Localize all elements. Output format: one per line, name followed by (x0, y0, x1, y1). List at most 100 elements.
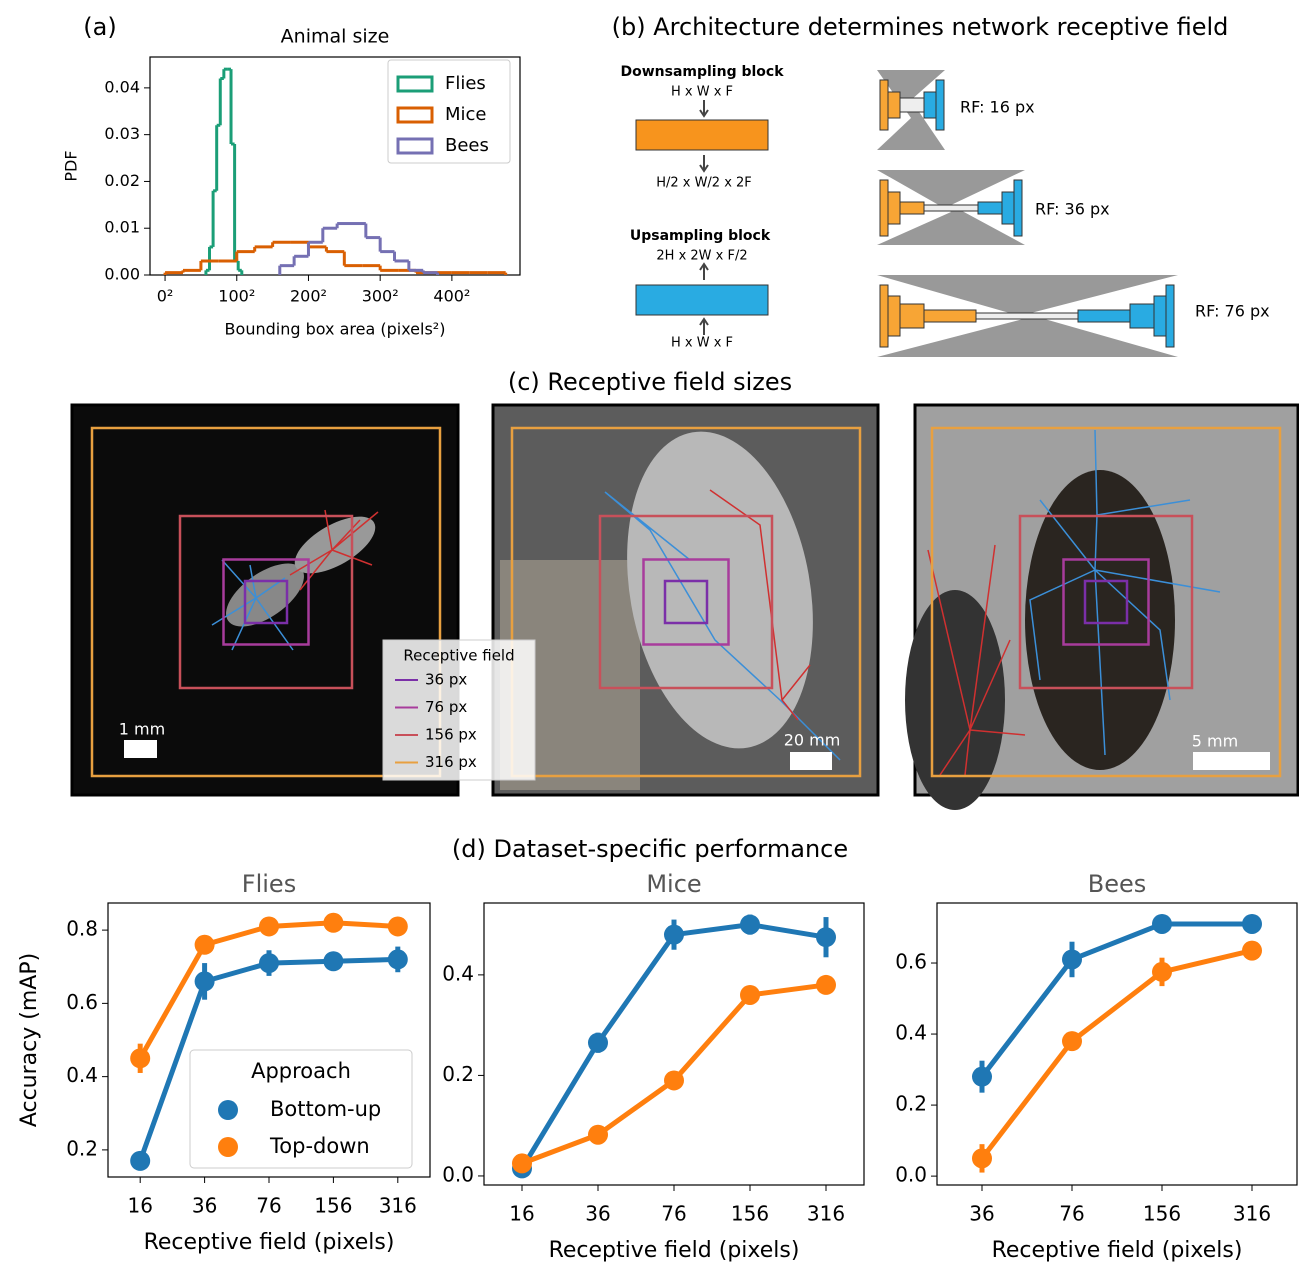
y-tick-label: 0.2 (895, 1092, 927, 1116)
x-axis-label: Receptive field (pixels) (992, 1238, 1243, 1263)
x-tick-label: 76 (661, 1202, 686, 1226)
x-tick-label: 156 (314, 1194, 352, 1218)
y-tick-label: 0.4 (66, 1063, 98, 1087)
point (1062, 949, 1082, 969)
down-block (900, 304, 924, 328)
point (972, 1067, 992, 1087)
x-tick-label: 316 (807, 1202, 845, 1226)
arrow (700, 100, 708, 116)
point (195, 971, 215, 991)
point (1152, 962, 1172, 982)
point (323, 951, 343, 971)
up-block (1078, 310, 1130, 322)
upsampling-block (636, 285, 768, 315)
block-diagram: Downsampling block H x W x F H/2 x W/2 x… (620, 64, 784, 351)
legend-swatch (218, 1100, 238, 1120)
block-title: Downsampling block (620, 64, 784, 80)
legend-label: 156 px (425, 726, 477, 744)
x-tick-label: 156 (1143, 1202, 1181, 1226)
down-block (888, 92, 900, 118)
y-tick-label: 0.04 (104, 77, 140, 96)
x-tick-label: 400² (433, 287, 470, 306)
y-tick-label: 0.6 (895, 950, 927, 974)
x-tick-label: 36 (585, 1202, 610, 1226)
down-block (880, 180, 888, 236)
x-tick-label: 156 (731, 1202, 769, 1226)
up-block (1130, 304, 1154, 328)
legend-label: 36 px (425, 671, 467, 689)
y-axis-label: PDF (62, 150, 81, 181)
bottleneck (976, 313, 1078, 319)
series-line (982, 951, 1252, 1159)
point (1242, 914, 1262, 934)
up-block (1154, 296, 1166, 336)
rf-label: RF: 16 px (960, 98, 1035, 117)
up-block (936, 80, 944, 130)
point (816, 927, 836, 947)
rf-label: RF: 76 px (1195, 302, 1270, 321)
y-tick-label: 0.0 (895, 1163, 927, 1187)
panel-title: (d) Dataset-specific performance (452, 835, 848, 863)
chart-title: Mice (646, 870, 701, 898)
rf-label: RF: 36 px (1035, 200, 1110, 219)
point (588, 1033, 608, 1053)
x-tick-label: 36 (192, 1194, 217, 1218)
block-shape: H/2 x W/2 x 2F (656, 176, 752, 191)
x-axis-label: Bounding box area (pixels²) (225, 320, 446, 339)
figure: (a) (b) Architecture determines network … (0, 0, 1299, 1266)
scale-bar (124, 740, 157, 758)
block-shape: H x W x F (671, 85, 733, 100)
scale-label: 5 mm (1192, 732, 1238, 751)
point (130, 1151, 150, 1171)
x-tick-label: 300² (362, 287, 399, 306)
point (512, 1153, 532, 1173)
arrow (700, 155, 708, 171)
down-block (900, 202, 924, 214)
x-axis-label: Receptive field (pixels) (549, 1238, 800, 1263)
down-block (880, 80, 888, 130)
chart-title: Bees (1088, 870, 1147, 898)
panel-label: (a) (83, 13, 116, 41)
x-axis-label: Receptive field (pixels) (144, 1230, 395, 1255)
point (195, 935, 215, 955)
up-block (924, 92, 936, 118)
point (816, 975, 836, 995)
point (259, 953, 279, 973)
chart-title: Animal size (281, 26, 390, 48)
point (1242, 941, 1262, 961)
bottleneck (900, 98, 924, 112)
x-tick-label: 76 (256, 1194, 281, 1218)
y-tick-label: 0.4 (442, 961, 474, 985)
y-tick-label: 0.01 (104, 218, 140, 237)
y-tick-label: 0.2 (442, 1062, 474, 1086)
legend-swatch (218, 1137, 238, 1157)
legend-label: 76 px (425, 698, 467, 716)
x-tick-label: 100² (218, 287, 255, 306)
down-block (924, 310, 976, 322)
point (664, 925, 684, 945)
point (388, 949, 408, 969)
series-line (140, 923, 398, 1059)
x-tick-label: 76 (1059, 1202, 1084, 1226)
point (588, 1125, 608, 1145)
down-block (888, 296, 900, 336)
x-tick-label: 0² (157, 287, 174, 306)
y-tick-label: 0.0 (442, 1162, 474, 1186)
down-block (880, 285, 888, 347)
x-tick-label: 36 (969, 1202, 994, 1226)
x-tick-label: 16 (509, 1202, 534, 1226)
y-tick-label: 0.8 (66, 917, 98, 941)
panel-title: (c) Receptive field sizes (508, 368, 792, 396)
x-tick-label: 200² (290, 287, 327, 306)
legend-label: Top-down (269, 1134, 370, 1158)
y-tick-label: 0.6 (66, 990, 98, 1014)
x-tick-label: 316 (379, 1194, 417, 1218)
scale-bar (1193, 752, 1270, 770)
bottleneck (924, 205, 978, 211)
point (1152, 914, 1172, 934)
point (323, 913, 343, 933)
up-block (1002, 192, 1014, 224)
series-line (982, 924, 1252, 1077)
scale-label: 1 mm (119, 720, 165, 739)
y-tick-label: 0.2 (66, 1136, 98, 1160)
